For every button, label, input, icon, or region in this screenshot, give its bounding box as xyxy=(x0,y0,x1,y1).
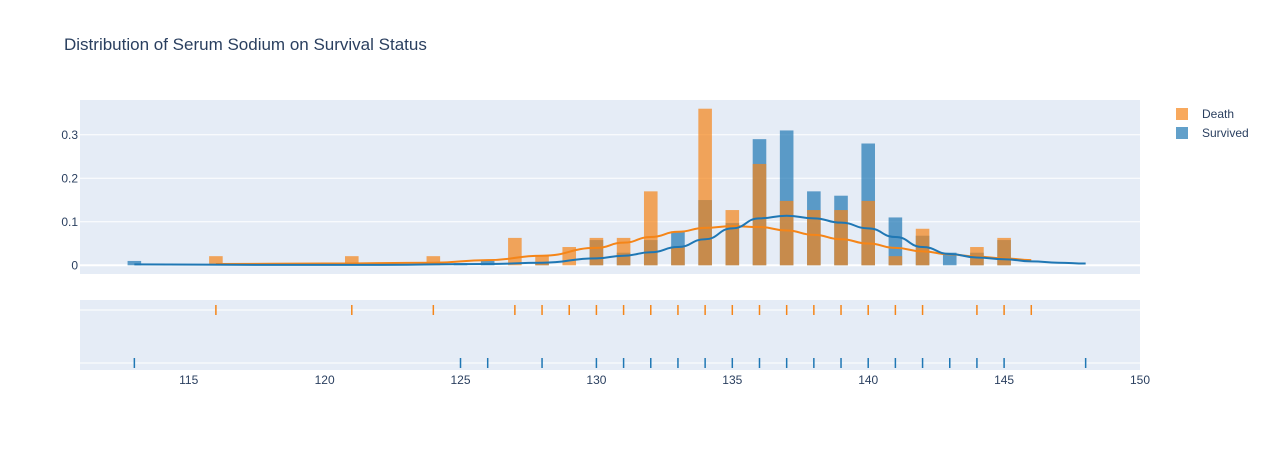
histogram-bar-death xyxy=(807,210,821,266)
rug-gridlines xyxy=(80,309,1140,364)
legend-swatch-survived[interactable] xyxy=(1176,127,1188,139)
histogram-bar-death xyxy=(209,256,223,266)
histogram-bar-death xyxy=(345,256,359,266)
histogram-bar-death xyxy=(508,237,522,266)
histogram-bar-death xyxy=(888,256,903,266)
rug-marks xyxy=(133,305,1087,368)
histogram-bar-death xyxy=(535,256,549,266)
x-tick-label: 150 xyxy=(1130,373,1150,387)
x-tick-label: 145 xyxy=(994,373,1014,387)
kde-curve-death xyxy=(215,225,1032,265)
density-curves xyxy=(134,214,1086,266)
histogram-bar-death xyxy=(779,200,794,266)
histogram-bar-death xyxy=(589,237,604,266)
y-tick-label: 0.2 xyxy=(61,171,78,185)
histogram-bar-death xyxy=(426,256,441,266)
histogram-bar-death xyxy=(616,237,631,266)
axis-tick-labels: 0 0.1 0.2 0.3 115 120 125 130 135 140 145 150 xyxy=(61,128,1150,387)
histogram-bar-death xyxy=(861,200,875,266)
chart-title: Distribution of Serum Sodium on Survival… xyxy=(64,35,427,54)
histogram-bar-death xyxy=(725,210,740,266)
x-tick-label: 130 xyxy=(586,373,606,387)
y-tick-label: 0 xyxy=(71,258,78,272)
histogram-bar-death xyxy=(643,191,658,266)
legend-label-survived[interactable]: Survived xyxy=(1202,126,1249,140)
legend-swatch-death[interactable] xyxy=(1176,108,1188,120)
histogram-bar-survived xyxy=(888,217,903,266)
histogram-bar-survived xyxy=(127,260,142,266)
kde-curve-survived xyxy=(134,214,1086,266)
histogram-bar-death xyxy=(671,247,685,266)
x-tick-label: 115 xyxy=(179,373,198,387)
x-tick-label: 140 xyxy=(858,373,878,387)
histogram-bar-death xyxy=(834,210,848,266)
rug-plot-area xyxy=(80,300,1140,370)
x-tick-label: 120 xyxy=(315,373,335,387)
histogram-bar-death xyxy=(997,237,1011,266)
histogram-bar-death xyxy=(698,108,712,266)
y-tick-label: 0.1 xyxy=(61,215,78,229)
x-tick-label: 135 xyxy=(722,373,742,387)
y-tick-label: 0.3 xyxy=(61,128,78,142)
x-tick-label: 125 xyxy=(450,373,470,387)
histogram-bar-survived xyxy=(942,252,957,266)
histogram-bar-death xyxy=(752,163,767,266)
legend: Death Survived xyxy=(1176,107,1249,140)
legend-label-death[interactable]: Death xyxy=(1202,107,1234,121)
